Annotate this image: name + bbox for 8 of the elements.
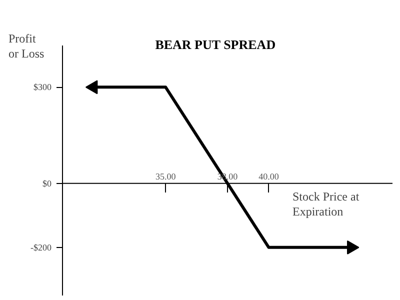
x-axis-title: Stock Price at Expiration — [292, 190, 360, 218]
y-tick-label: $300 — [34, 82, 52, 92]
x-tick-label: 35.00 — [156, 171, 176, 182]
x-tick-label: 40.00 — [258, 171, 280, 182]
chart-title: BEAR PUT SPREAD — [155, 37, 276, 52]
y-tick-label: $0 — [42, 178, 52, 188]
y-tick-label: -$200 — [30, 242, 52, 252]
y-axis-title: Profit or Loss — [8, 32, 44, 60]
